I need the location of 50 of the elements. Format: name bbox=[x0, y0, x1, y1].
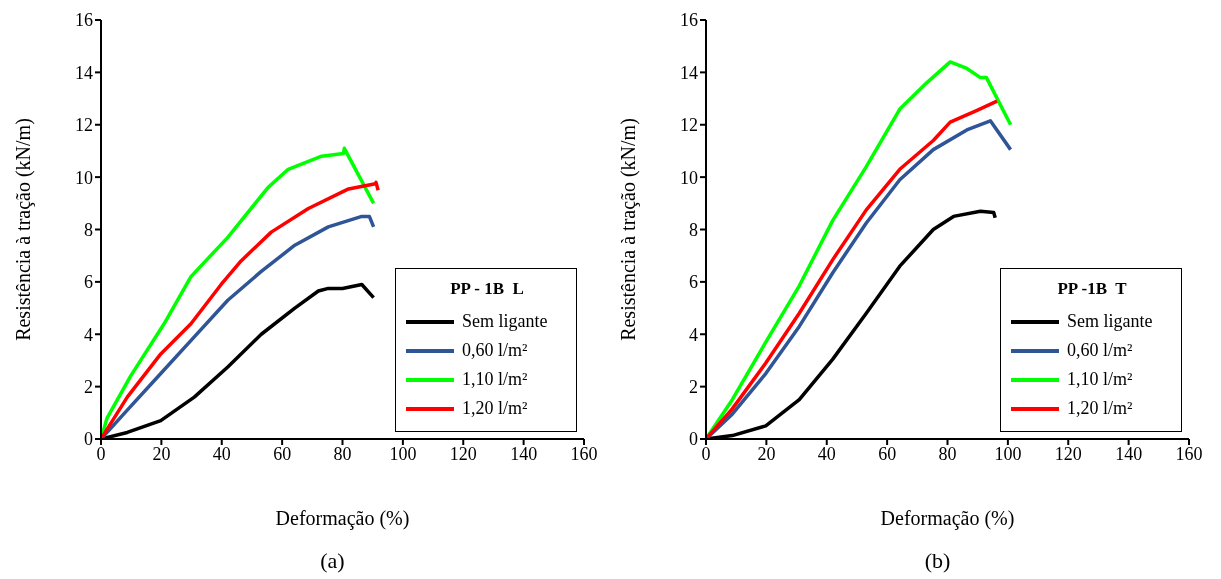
legend-label: 1,10 l/m² bbox=[462, 369, 528, 390]
x-tick-label: 140 bbox=[510, 443, 538, 464]
x-tick-label: 80 bbox=[333, 443, 352, 464]
y-tick-label: 14 bbox=[75, 62, 93, 83]
legend-title: PP -1B T bbox=[1056, 279, 1128, 299]
y-tick-label: 12 bbox=[680, 115, 698, 136]
y-tick-label: 2 bbox=[84, 377, 93, 398]
legend-label: 0,60 l/m² bbox=[1067, 340, 1133, 361]
legend-title: PP - 1B L bbox=[449, 279, 525, 299]
x-tick-label: 160 bbox=[1175, 443, 1203, 464]
y-tick-label: 6 bbox=[689, 272, 698, 293]
legend-label: 1,20 l/m² bbox=[462, 398, 528, 419]
x-tick-label: 100 bbox=[994, 443, 1022, 464]
x-tick-label: 40 bbox=[817, 443, 836, 464]
y-tick-label: 10 bbox=[680, 167, 698, 188]
x-tick-label: 40 bbox=[212, 443, 231, 464]
legend-label: Sem ligante bbox=[1067, 311, 1153, 332]
y-tick-label: 16 bbox=[680, 10, 698, 31]
y-tick-label: 16 bbox=[75, 10, 93, 31]
legend-label: Sem ligante bbox=[462, 311, 548, 332]
x-tick-label: 20 bbox=[757, 443, 776, 464]
y-tick-label: 2 bbox=[689, 377, 698, 398]
x-axis-title: Deformação (%) bbox=[880, 507, 1015, 530]
y-tick-label: 14 bbox=[680, 62, 698, 83]
y-tick-label: 10 bbox=[75, 167, 93, 188]
y-tick-label: 4 bbox=[689, 324, 698, 345]
legend-label: 0,60 l/m² bbox=[462, 340, 528, 361]
y-tick-label: 4 bbox=[84, 324, 93, 345]
x-tick-label: 120 bbox=[1054, 443, 1082, 464]
text: (a) bbox=[319, 548, 346, 574]
x-tick-label: 20 bbox=[152, 443, 171, 464]
x-tick-label: 160 bbox=[570, 443, 598, 464]
y-tick-label: 6 bbox=[84, 272, 93, 293]
x-tick-label: 60 bbox=[878, 443, 897, 464]
y-tick-label: 12 bbox=[75, 115, 93, 136]
y-axis-title: Resistência à tração (kN/m) bbox=[617, 118, 641, 341]
y-tick-label: 8 bbox=[689, 219, 698, 240]
x-tick-label: 80 bbox=[938, 443, 957, 464]
y-axis-title: Resistência à tração (kN/m) bbox=[12, 118, 36, 341]
x-tick-label: 100 bbox=[389, 443, 417, 464]
text: (b) bbox=[923, 548, 952, 574]
y-tick-label: 0 bbox=[84, 429, 93, 450]
x-tick-label: 120 bbox=[449, 443, 477, 464]
legend-label: 1,20 l/m² bbox=[1067, 398, 1133, 419]
x-tick-label: 60 bbox=[273, 443, 292, 464]
x-axis-title: Deformação (%) bbox=[275, 507, 410, 530]
x-tick-label: 140 bbox=[1115, 443, 1143, 464]
y-tick-label: 0 bbox=[689, 429, 698, 450]
y-tick-label: 8 bbox=[84, 219, 93, 240]
legend-label: 1,10 l/m² bbox=[1067, 369, 1133, 390]
